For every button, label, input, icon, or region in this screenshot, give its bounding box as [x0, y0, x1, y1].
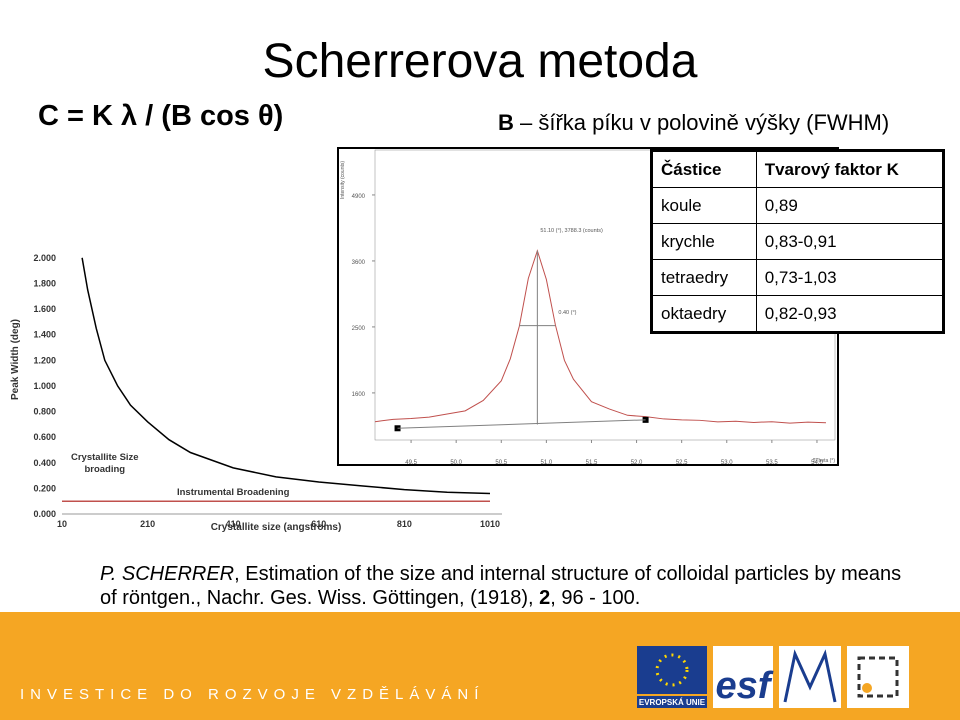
reference-part: 2 [539, 587, 551, 609]
y-axis-label: Intensity (counts) [340, 161, 346, 199]
y-tick-label: 2.000 [33, 253, 56, 263]
table-cell: koule [651, 187, 757, 224]
eu-stars [655, 653, 689, 687]
table-cell: 0,83-0,91 [755, 223, 945, 260]
y-axis-label: Peak Width (deg) [10, 319, 21, 400]
footer: INVESTICE DO ROZVOJE VZDĚLÁVÁNÍ EVROPSKÁ… [0, 612, 960, 720]
op-logo [847, 646, 909, 708]
y-tick-label: 2500 [352, 326, 366, 332]
x-tick-label: 1010 [480, 519, 500, 529]
series-line [81, 257, 491, 495]
eu-band [637, 696, 707, 708]
symbol: B [498, 110, 514, 135]
table-cell: 0,73-1,03 [755, 259, 945, 296]
x-tick-label: 10 [57, 519, 67, 529]
y-tick-label: 0.200 [33, 483, 56, 493]
definition-text: – šířka píku v polovině výšky (FWHM) [513, 110, 890, 135]
footer-text: INVESTICE DO ROZVOJE VZDĚLÁVÁNÍ [20, 686, 485, 703]
x-tick-label: 51.0 [541, 460, 553, 466]
op-dot [862, 683, 872, 693]
y-tick-label: 1.000 [33, 381, 56, 391]
msmt-logo [779, 646, 841, 708]
y-tick-label: 1.600 [33, 304, 56, 314]
x-axis-label: Crystallite size (angstroms) [211, 522, 342, 533]
table-cell: tetraedry [651, 259, 757, 296]
x-tick-label: 49.5 [405, 460, 417, 466]
x-tick-label: 610 [311, 519, 326, 529]
x-tick-label: 410 [226, 519, 241, 529]
table-row: krychle 0,83-0,91 [651, 223, 945, 260]
op-mark [857, 656, 899, 698]
y-tick-label: 3600 [352, 260, 366, 266]
annotation: Crystallite Size broading [71, 452, 139, 475]
reference: P. SCHERRER, Estimation of the size and … [100, 562, 920, 610]
annotation: Instrumental Broadening [177, 487, 290, 498]
baseline [397, 419, 646, 429]
x-tick-label: 53.0 [721, 460, 733, 466]
annotation-line: Instrumental Broadening [177, 487, 290, 498]
y-tick-label: 0.800 [33, 407, 56, 417]
x-tick-label: 210 [140, 519, 155, 529]
y-tick-label: 1.400 [33, 330, 56, 340]
definition: B – šířka píku v polovině výšky (FWHM) [498, 110, 889, 136]
annotation-line: Crystallite Size [71, 452, 139, 463]
annotation: 51.10 (°), 3788.3 (counts) [540, 228, 603, 234]
x-tick-label: 52.5 [676, 460, 688, 466]
table-cell: krychle [651, 223, 757, 260]
table-cell: Částice [651, 150, 757, 188]
eu-flag [637, 646, 707, 694]
reference-part: , Estimation of the size and internal st… [100, 563, 902, 609]
x-tick-label: 51.5 [586, 460, 598, 466]
x-tick-label: 50.0 [450, 460, 462, 466]
table-row: oktaedry 0,82-0,93 [651, 295, 945, 333]
y-tick-label: 1.800 [33, 278, 56, 288]
logos: EVROPSKÁ UNIE esf [637, 646, 909, 708]
reference-part: P. SCHERRER [100, 563, 235, 585]
table-cell: Tvarový faktor K [755, 150, 945, 188]
table-cell: oktaedry [651, 295, 757, 333]
table-row: tetraedry 0,73-1,03 [651, 259, 945, 296]
y-tick-label: 0.000 [33, 509, 56, 519]
table-cell: 0,82-0,93 [755, 295, 945, 333]
eu-label: EVROPSKÁ UNIE [639, 698, 706, 707]
esf-label: esf [716, 665, 774, 707]
x-tick-label: 52.0 [631, 460, 643, 466]
table-row: Částice Tvarový faktor K [651, 150, 945, 188]
y-tick-label: 0.400 [33, 458, 56, 468]
x-tick-label: 53.5 [766, 460, 778, 466]
esf-bg [713, 646, 773, 708]
annotation: 0.40 (°) [558, 310, 576, 316]
series-line [374, 249, 826, 424]
y-tick-label: 0.600 [33, 432, 56, 442]
x-axis-label: 2Theta (°) [813, 458, 836, 464]
reference-part: , 96 - 100. [550, 587, 641, 609]
table-cell: 0,89 [755, 187, 945, 224]
msmt-mark [783, 649, 837, 703]
x-tick-label: 810 [397, 519, 412, 529]
table-row: koule 0,89 [651, 187, 945, 224]
y-tick-label: 1600 [352, 392, 366, 398]
y-tick-label: 4900 [352, 194, 366, 200]
y-tick-label: 1.200 [33, 355, 56, 365]
formula: C = K λ / (B cos θ) [38, 100, 284, 132]
x-tick-label: 50.5 [495, 460, 507, 466]
annotation-line: broading [84, 464, 125, 475]
title: Scherrerova metoda [262, 35, 698, 88]
x-tick-label: 54.0 [811, 460, 823, 466]
